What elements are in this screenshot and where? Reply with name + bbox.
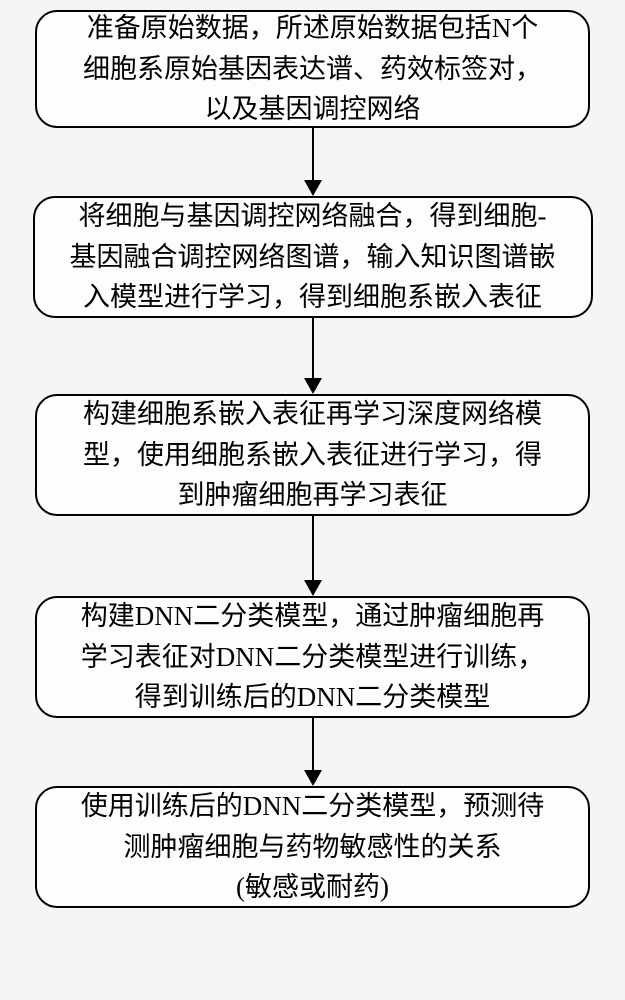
- flow-node-n3: 构建细胞系嵌入表征再学习深度网络模 型，使用细胞系嵌入表征进行学习，得 到肿瘤细…: [35, 394, 590, 516]
- flow-node-text: 将细胞与基因调控网络融合，得到细胞- 基因融合调控网络图谱，输入知识图谱嵌 入模…: [70, 196, 556, 318]
- arrow-line: [312, 318, 314, 378]
- flow-node-text: 使用训练后的DNN二分类模型，预测待 测肿瘤细胞与药物敏感性的关系 (敏感或耐药…: [81, 786, 545, 908]
- arrow-line: [312, 128, 314, 180]
- flow-arrow: [304, 718, 322, 786]
- arrow-head-icon: [304, 180, 322, 196]
- flow-node-text: 构建DNN二分类模型，通过肿瘤细胞再 学习表征对DNN二分类模型进行训练， 得到…: [81, 596, 545, 718]
- flow-node-n4: 构建DNN二分类模型，通过肿瘤细胞再 学习表征对DNN二分类模型进行训练， 得到…: [35, 596, 590, 718]
- arrow-head-icon: [304, 378, 322, 394]
- flow-node-text: 构建细胞系嵌入表征再学习深度网络模 型，使用细胞系嵌入表征进行学习，得 到肿瘤细…: [83, 394, 542, 516]
- flow-arrow: [304, 128, 322, 196]
- arrow-line: [312, 718, 314, 770]
- arrow-head-icon: [304, 580, 322, 596]
- arrow-head-icon: [304, 770, 322, 786]
- flow-node-text: 准备原始数据，所述原始数据包括N个 细胞系原始基因表达谱、药效标签对， 以及基因…: [83, 8, 542, 130]
- flow-node-n5: 使用训练后的DNN二分类模型，预测待 测肿瘤细胞与药物敏感性的关系 (敏感或耐药…: [35, 786, 590, 908]
- flow-node-n2: 将细胞与基因调控网络融合，得到细胞- 基因融合调控网络图谱，输入知识图谱嵌 入模…: [33, 196, 593, 318]
- arrow-line: [312, 516, 314, 580]
- flow-arrow: [304, 516, 322, 596]
- flowchart-container: 准备原始数据，所述原始数据包括N个 细胞系原始基因表达谱、药效标签对， 以及基因…: [30, 10, 595, 908]
- flow-node-n1: 准备原始数据，所述原始数据包括N个 细胞系原始基因表达谱、药效标签对， 以及基因…: [35, 10, 590, 128]
- flow-arrow: [304, 318, 322, 394]
